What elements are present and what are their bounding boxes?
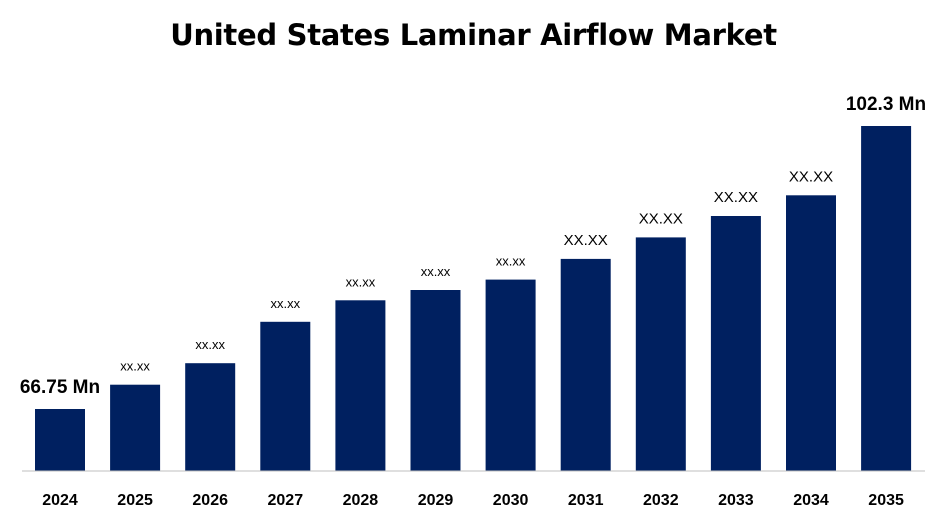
x-tick-2027: 2027 xyxy=(268,492,304,509)
data-label-2032: XX.XX xyxy=(639,210,683,227)
bar-2030 xyxy=(485,279,536,471)
bar-2032 xyxy=(635,237,686,471)
bar-2033 xyxy=(710,216,761,471)
x-tick-2031: 2031 xyxy=(568,492,604,509)
x-tick-2026: 2026 xyxy=(192,492,228,509)
x-tick-2029: 2029 xyxy=(418,492,454,509)
bar-2027 xyxy=(260,321,311,471)
data-label-2031: XX.XX xyxy=(564,232,608,249)
x-tick-2024: 2024 xyxy=(42,492,78,509)
bar-2035 xyxy=(861,126,912,471)
bar-2031 xyxy=(560,258,611,471)
bar-2029 xyxy=(410,290,461,471)
x-tick-2030: 2030 xyxy=(493,492,529,509)
data-labels-group: 66.75 Mn xx.xx xx.xx xx.xx xx.xx xx.xx xx.xx XX… xyxy=(20,94,926,398)
data-label-2025: xx.xx xyxy=(120,359,150,374)
data-label-2033: XX.XX xyxy=(714,189,758,206)
x-tick-2034: 2034 xyxy=(793,492,829,509)
bar-2026 xyxy=(185,363,236,471)
data-label-2027: xx.xx xyxy=(270,296,300,311)
x-tick-2028: 2028 xyxy=(343,492,379,509)
bar-2034 xyxy=(786,195,836,472)
bar-2025 xyxy=(110,384,161,471)
data-label-2035: 102.3 Mn xyxy=(846,94,926,115)
bars-group xyxy=(35,126,912,472)
data-label-2030: xx.xx xyxy=(496,254,526,269)
chart-title: United States Laminar Airflow Market xyxy=(170,18,777,52)
data-label-2034: XX.XX xyxy=(789,168,833,185)
x-tick-2035: 2035 xyxy=(868,492,904,509)
bar-2028 xyxy=(335,300,386,471)
data-label-2029: xx.xx xyxy=(421,264,451,279)
data-label-2026: xx.xx xyxy=(195,337,225,352)
x-tick-2025: 2025 xyxy=(117,492,153,509)
x-tick-2033: 2033 xyxy=(718,492,754,509)
bar-2024 xyxy=(35,409,85,471)
x-tick-2032: 2032 xyxy=(643,492,679,509)
data-label-2024: 66.75 Mn xyxy=(20,377,100,398)
data-label-2028: xx.xx xyxy=(346,274,376,289)
x-ticks-group: 2024 2025 2026 2027 2028 2029 2030 2031 2032 2033… xyxy=(42,492,904,509)
